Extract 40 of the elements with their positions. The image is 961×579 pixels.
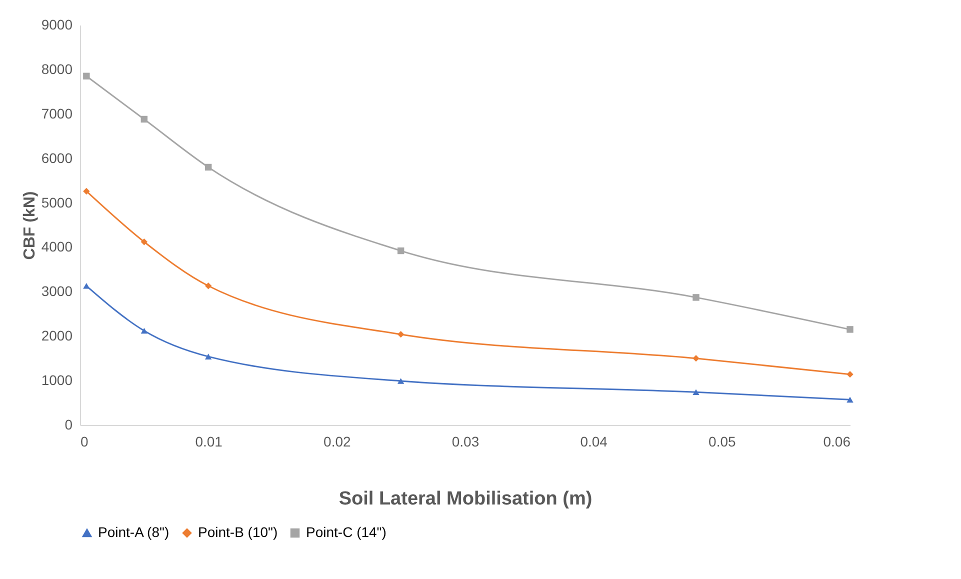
point xyxy=(846,396,854,403)
point xyxy=(140,238,148,246)
legend-label: Point-A (8") xyxy=(98,524,170,540)
y-tick-label: 5000 xyxy=(41,194,73,210)
point xyxy=(83,188,90,195)
point xyxy=(397,378,404,384)
y-tick-label: 0 xyxy=(64,416,73,432)
point xyxy=(692,294,700,301)
x-tick-label: 0.04 xyxy=(580,434,608,450)
y-tick-label: 3000 xyxy=(41,283,73,300)
point xyxy=(846,326,854,333)
x-tick-label: 0.02 xyxy=(324,434,352,450)
point xyxy=(204,164,212,171)
y-tick-label: 7000 xyxy=(41,105,73,122)
y-tick-label: 9000 xyxy=(41,16,73,32)
point xyxy=(140,328,148,334)
y-tick-label: 2000 xyxy=(41,328,73,344)
point xyxy=(397,247,404,254)
x-tick-label: 0.03 xyxy=(452,434,480,450)
legend-label: Point-C (14") xyxy=(306,524,386,540)
y-tick-label: 1000 xyxy=(41,372,73,388)
point xyxy=(397,330,404,338)
point xyxy=(140,116,148,123)
x-tick-label: 0.06 xyxy=(823,434,851,450)
x-tick-label: 0 xyxy=(80,434,88,450)
point xyxy=(692,389,700,396)
x-tick-label: 0.05 xyxy=(708,434,736,450)
point xyxy=(692,354,700,362)
y-tick-label: 6000 xyxy=(41,150,73,166)
legend-label: Point-B (10") xyxy=(198,524,278,540)
x-axis-title: Soil Lateral Mobilisation (m) xyxy=(338,488,592,510)
y-tick-label: 8000 xyxy=(41,60,73,77)
y-axis-title: CBF (kN) xyxy=(21,191,38,260)
point xyxy=(204,354,212,360)
x-tick-label: 0.01 xyxy=(195,434,223,450)
y-tick-label: 4000 xyxy=(41,238,73,255)
point xyxy=(204,282,212,290)
point xyxy=(83,72,90,80)
point xyxy=(83,282,90,289)
point xyxy=(846,370,854,378)
